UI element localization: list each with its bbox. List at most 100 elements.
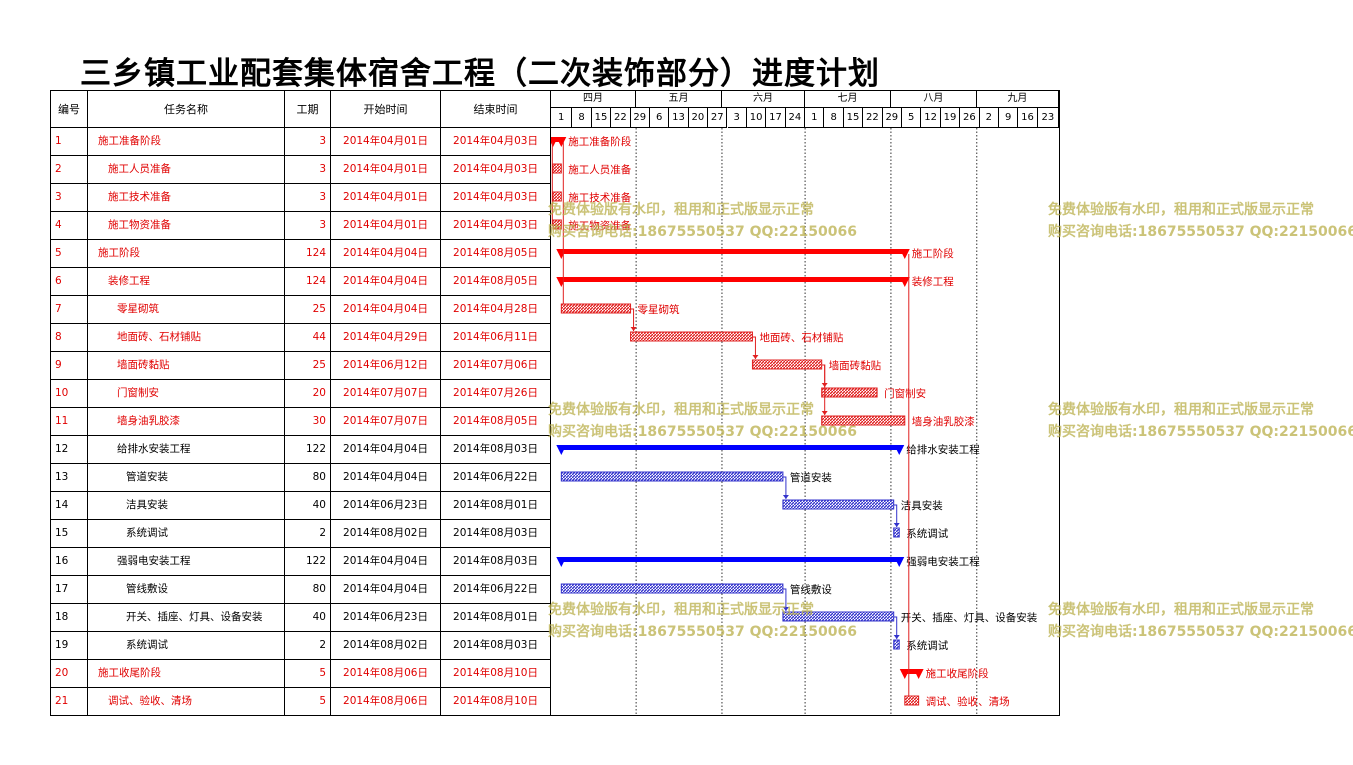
table-row[interactable]: 20 施工收尾阶段 5 2014年08月06日 2014年08月10日 [51, 660, 551, 688]
task-bar[interactable] [893, 639, 900, 650]
table-row[interactable]: 9 墙面砖黏贴 25 2014年06月12日 2014年07月06日 [51, 352, 551, 380]
task-start: 2014年04月01日 [331, 156, 441, 183]
gantt-frame: 编号 任务名称 工期 开始时间 结束时间 1 施工准备阶段 3 2014年04月01日… [50, 90, 1060, 716]
task-start: 2014年04月04日 [331, 436, 441, 463]
header-start[interactable]: 开始时间 [331, 91, 441, 128]
task-id: 15 [51, 520, 88, 547]
task-bar[interactable] [821, 387, 878, 398]
table-row[interactable]: 18 开关、插座、灯具、设备安装 40 2014年06月23日 2014年08月01日 [51, 604, 551, 632]
task-bar[interactable] [552, 163, 562, 174]
task-duration: 5 [285, 660, 331, 687]
task-duration: 44 [285, 324, 331, 351]
header-end[interactable]: 结束时间 [441, 91, 551, 128]
header-id[interactable]: 编号 [51, 91, 88, 128]
week-tick: 3 [727, 108, 747, 128]
bar-label[interactable]: 墙面砖黏贴 [829, 359, 882, 372]
bar-label[interactable]: 施工阶段 [912, 247, 954, 260]
task-name: 系统调试 [88, 520, 285, 547]
task-duration: 2 [285, 520, 331, 547]
bar-label[interactable]: 管道安装 [790, 471, 832, 484]
bar-label[interactable]: 施工收尾阶段 [926, 667, 989, 680]
task-id: 13 [51, 464, 88, 491]
summary-bar[interactable] [561, 277, 905, 282]
task-bar[interactable] [821, 415, 906, 426]
table-row[interactable]: 16 强弱电安装工程 122 2014年04月04日 2014年08月03日 [51, 548, 551, 576]
bar-label[interactable]: 门窗制安 [884, 387, 926, 400]
table-row[interactable]: 3 施工技术准备 3 2014年04月01日 2014年04月03日 [51, 184, 551, 212]
bar-label[interactable]: 调试、验收、清场 [926, 695, 1010, 708]
task-bar[interactable] [560, 583, 784, 594]
task-bar[interactable] [893, 527, 900, 538]
dependency-arrow [821, 411, 828, 415]
summary-bar[interactable] [553, 137, 562, 142]
task-end: 2014年08月03日 [441, 436, 551, 463]
bar-label[interactable]: 系统调试 [906, 527, 948, 540]
table-row[interactable]: 13 管道安装 80 2014年04月04日 2014年06月22日 [51, 464, 551, 492]
bar-label[interactable]: 洁具安装 [901, 499, 943, 512]
task-bar[interactable] [782, 499, 895, 510]
table-row[interactable]: 12 给排水安装工程 122 2014年04月04日 2014年08月03日 [51, 436, 551, 464]
bar-label[interactable]: 管线敷设 [790, 583, 832, 596]
bar-label[interactable]: 施工人员准备 [568, 163, 631, 176]
table-row[interactable]: 5 施工阶段 124 2014年04月04日 2014年08月05日 [51, 240, 551, 268]
bar-label[interactable]: 墙身油乳胶漆 [912, 415, 975, 428]
task-id: 14 [51, 492, 88, 519]
month-label: 九月 [976, 91, 1059, 108]
task-start: 2014年04月04日 [331, 268, 441, 295]
table-row[interactable]: 21 调试、验收、清场 5 2014年08月06日 2014年08月10日 [51, 688, 551, 716]
task-duration: 124 [285, 240, 331, 267]
task-bar[interactable] [552, 191, 562, 202]
table-row[interactable]: 4 施工物资准备 3 2014年04月01日 2014年04月03日 [51, 212, 551, 240]
bar-label[interactable]: 强弱电安装工程 [906, 555, 980, 568]
header-name[interactable]: 任务名称 [88, 91, 285, 128]
table-row[interactable]: 6 装修工程 124 2014年04月04日 2014年08月05日 [51, 268, 551, 296]
task-start: 2014年07月07日 [331, 380, 441, 407]
summary-end-marker [913, 669, 924, 679]
task-bar[interactable] [630, 331, 753, 342]
task-duration: 3 [285, 156, 331, 183]
task-bar[interactable] [904, 695, 920, 706]
bar-label[interactable]: 施工技术准备 [568, 191, 631, 204]
summary-bar[interactable] [904, 669, 919, 674]
task-end: 2014年06月22日 [441, 464, 551, 491]
task-name: 装修工程 [88, 268, 285, 295]
dependency-line [782, 588, 787, 611]
bar-label[interactable]: 施工物资准备 [568, 219, 631, 232]
bar-label[interactable]: 零星砌筑 [638, 303, 680, 316]
table-row[interactable]: 8 地面砖、石材铺贴 44 2014年04月29日 2014年06月11日 [51, 324, 551, 352]
task-duration: 20 [285, 380, 331, 407]
dependency-line [782, 476, 787, 499]
summary-bar[interactable] [561, 445, 900, 450]
bar-label[interactable]: 开关、插座、灯具、设备安装 [901, 611, 1038, 624]
bar-label[interactable]: 系统调试 [906, 639, 948, 652]
bar-label[interactable]: 地面砖、石材铺贴 [759, 331, 843, 344]
table-row[interactable]: 17 管线敷设 80 2014年04月04日 2014年06月22日 [51, 576, 551, 604]
table-row[interactable]: 7 零星砌筑 25 2014年04月04日 2014年04月28日 [51, 296, 551, 324]
task-end: 2014年07月06日 [441, 352, 551, 379]
header-duration[interactable]: 工期 [285, 91, 331, 128]
task-start: 2014年06月12日 [331, 352, 441, 379]
table-row[interactable]: 14 洁具安装 40 2014年06月23日 2014年08月01日 [51, 492, 551, 520]
dependency-line [893, 616, 898, 639]
summary-start-marker [556, 557, 567, 567]
bar-label[interactable]: 装修工程 [912, 275, 954, 288]
task-bar[interactable] [751, 359, 823, 370]
table-row[interactable]: 11 墙身油乳胶漆 30 2014年07月07日 2014年08月05日 [51, 408, 551, 436]
week-tick: 27 [708, 108, 728, 128]
task-bar[interactable] [552, 219, 562, 230]
table-row[interactable]: 10 门窗制安 20 2014年07月07日 2014年07月26日 [51, 380, 551, 408]
bar-label[interactable]: 给排水安装工程 [906, 443, 980, 456]
task-end: 2014年08月03日 [441, 520, 551, 547]
summary-end-marker [899, 277, 910, 287]
task-bar[interactable] [560, 471, 784, 482]
table-row[interactable]: 15 系统调试 2 2014年08月02日 2014年08月03日 [51, 520, 551, 548]
dependency-arrow [752, 355, 759, 359]
task-bar[interactable] [560, 303, 632, 314]
table-row[interactable]: 19 系统调试 2 2014年08月02日 2014年08月03日 [51, 632, 551, 660]
week-tick: 8 [572, 108, 592, 128]
summary-bar[interactable] [561, 249, 905, 254]
bar-label[interactable]: 施工准备阶段 [568, 135, 631, 148]
table-row[interactable]: 1 施工准备阶段 3 2014年04月01日 2014年04月03日 [51, 128, 551, 156]
table-row[interactable]: 2 施工人员准备 3 2014年04月01日 2014年04月03日 [51, 156, 551, 184]
summary-bar[interactable] [561, 557, 900, 562]
